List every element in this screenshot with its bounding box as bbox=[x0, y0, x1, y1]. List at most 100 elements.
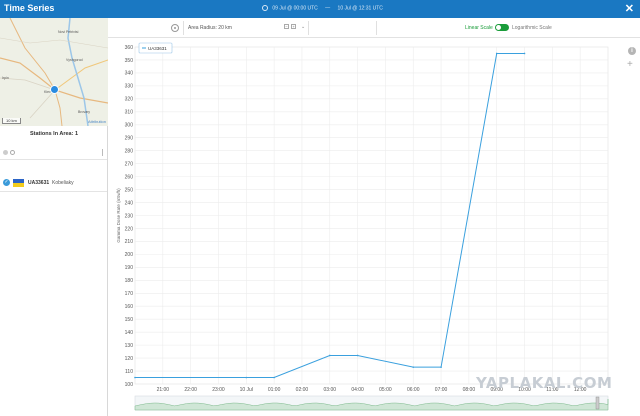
x-tick-label: 02:00 bbox=[296, 387, 309, 393]
sidebar: Novi Petrivtsi Vyshgorod Irpin Kiev Brov… bbox=[0, 18, 108, 416]
map-town-label: Brovary bbox=[78, 110, 91, 114]
map-town-label: Vyshgorod bbox=[66, 58, 83, 62]
station-marker-icon[interactable] bbox=[50, 85, 59, 94]
data-point[interactable] bbox=[495, 52, 498, 55]
x-tick-label: 11:00 bbox=[546, 387, 558, 393]
data-point[interactable] bbox=[328, 354, 331, 357]
x-tick-label: 05:00 bbox=[379, 387, 392, 393]
legend-box[interactable] bbox=[138, 42, 173, 54]
map-attribution[interactable]: Attribution bbox=[87, 119, 106, 124]
station-code: UA33631 bbox=[28, 180, 50, 186]
y-tick-label: 180 bbox=[125, 278, 134, 284]
data-point[interactable] bbox=[134, 376, 136, 379]
y-tick-label: 340 bbox=[125, 71, 134, 77]
navigator-series bbox=[134, 399, 609, 411]
x-tick-label: 07:00 bbox=[435, 387, 448, 393]
x-tick-label: 23:00 bbox=[212, 387, 225, 393]
x-tick-label: 01:00 bbox=[268, 387, 281, 393]
y-tick-label: 280 bbox=[125, 148, 134, 154]
radius-increase-button[interactable]: + bbox=[291, 24, 296, 29]
divider bbox=[376, 21, 377, 35]
divider bbox=[308, 21, 309, 35]
map-town-label: Novi Petrivtsi bbox=[58, 30, 79, 34]
range-end: 10 Jul @ 12:31 UTC bbox=[337, 5, 383, 12]
y-tick-label: 140 bbox=[125, 330, 134, 336]
time-range[interactable]: 09 Jul @ 00:00 UTC — 10 Jul @ 12:31 UTC bbox=[262, 5, 383, 11]
x-tick-label: 10 Jul bbox=[240, 387, 253, 393]
y-tick-label: 310 bbox=[125, 110, 134, 116]
area-radius-label: Area Radius: 20 km bbox=[188, 25, 232, 31]
x-tick-label: 12:00 bbox=[574, 387, 587, 393]
data-point[interactable] bbox=[356, 354, 359, 357]
y-tick-label: 270 bbox=[125, 161, 134, 167]
y-tick-label: 260 bbox=[125, 174, 134, 180]
chart-area: 100 110 120 130 140 150 160 170 180 190 200 210 220 2… bbox=[108, 38, 640, 416]
data-point[interactable] bbox=[273, 376, 275, 379]
range-separator: — bbox=[325, 5, 331, 12]
data-point[interactable] bbox=[412, 366, 415, 368]
scale-toggle[interactable] bbox=[495, 24, 509, 31]
station-map[interactable]: Novi Petrivtsi Vyshgorod Irpin Kiev Brov… bbox=[0, 18, 108, 126]
map-scale: 10 km bbox=[2, 118, 21, 124]
y-tick-label: 240 bbox=[125, 200, 134, 206]
data-point[interactable] bbox=[245, 376, 248, 379]
x-tick-label: 22:00 bbox=[184, 387, 197, 393]
ukraine-flag-icon bbox=[13, 179, 24, 187]
y-tick-label: 230 bbox=[125, 213, 134, 219]
y-tick-label: 210 bbox=[125, 239, 134, 245]
y-tick-label: 330 bbox=[125, 84, 134, 90]
y-tick-label: 350 bbox=[125, 58, 134, 64]
y-tick-label: 290 bbox=[125, 136, 134, 142]
station-name: Kobeliaky bbox=[52, 180, 74, 186]
y-tick-label: 170 bbox=[125, 291, 134, 297]
plus-icon[interactable]: + bbox=[627, 59, 633, 70]
x-tick-label: 04:00 bbox=[351, 387, 364, 393]
data-point[interactable] bbox=[523, 52, 526, 55]
y-tick-label: 150 bbox=[125, 317, 134, 323]
y-tick-label: 300 bbox=[125, 123, 134, 129]
locate-icon[interactable] bbox=[171, 24, 179, 32]
logarithmic-scale-label[interactable]: Logarithmic Scale bbox=[512, 25, 552, 31]
radius-decrease-button[interactable]: − bbox=[284, 24, 289, 29]
info-icon[interactable]: i bbox=[628, 47, 636, 55]
watermark: YAPLAKAL.COM bbox=[476, 374, 613, 392]
map-roads bbox=[0, 18, 108, 126]
station-list-item[interactable]: ✓ UA33631 Kobeliaky bbox=[0, 174, 107, 192]
y-tick-label: 100 bbox=[125, 382, 134, 388]
select-all-row bbox=[0, 146, 107, 160]
y-tick-label: 190 bbox=[125, 265, 134, 271]
y-tick-label: 220 bbox=[125, 226, 134, 232]
y-tick-label: 360 bbox=[125, 45, 134, 51]
window-title: Time Series bbox=[4, 3, 55, 13]
y-tick-label: 120 bbox=[125, 356, 134, 362]
stations-title: Stations In Area: 1 bbox=[29, 131, 79, 137]
select-all-icon[interactable] bbox=[3, 150, 8, 155]
x-tick-label: 03:00 bbox=[324, 387, 337, 393]
close-icon[interactable]: ✕ bbox=[624, 3, 634, 15]
checkmark-icon[interactable]: ✓ bbox=[3, 179, 10, 186]
y-tick-label: 250 bbox=[125, 187, 134, 193]
x-tick-label: 21:00 bbox=[157, 387, 170, 393]
clock-icon bbox=[262, 5, 268, 11]
linear-scale-label[interactable]: Linear Scale bbox=[465, 25, 493, 31]
chevron-down-icon[interactable]: ⌄ bbox=[301, 24, 306, 30]
x-tick-label: 10:00 bbox=[518, 387, 531, 393]
map-town-label: Irpin bbox=[2, 76, 9, 80]
y-tick-label: 200 bbox=[125, 252, 134, 258]
map-town-label: Kiev bbox=[44, 90, 51, 94]
y-axis-label: Gamma Dose Rate (nSv/h) bbox=[116, 188, 121, 243]
range-start: 09 Jul @ 00:00 UTC bbox=[272, 5, 318, 12]
x-tick-label: 06:00 bbox=[407, 387, 420, 393]
x-tick-label: 08:00 bbox=[463, 387, 476, 393]
navigator-handle[interactable] bbox=[595, 396, 600, 410]
y-tick-label: 130 bbox=[125, 343, 134, 349]
y-tick-label: 110 bbox=[125, 369, 133, 375]
divider bbox=[102, 149, 103, 156]
title-bar: Time Series 09 Jul @ 00:00 UTC — 10 Jul … bbox=[0, 0, 640, 18]
data-point[interactable] bbox=[440, 366, 442, 368]
y-tick-label: 160 bbox=[125, 304, 134, 310]
legend-label: UA33631 bbox=[148, 46, 167, 51]
deselect-all-icon[interactable] bbox=[10, 150, 15, 155]
time-series-chart[interactable]: 100 110 120 130 140 150 160 170 180 190 200 210 220 2… bbox=[108, 38, 628, 416]
chart-toolbar: Area Radius: 20 km − + ⌄ Linear Scale Lo… bbox=[108, 18, 640, 38]
